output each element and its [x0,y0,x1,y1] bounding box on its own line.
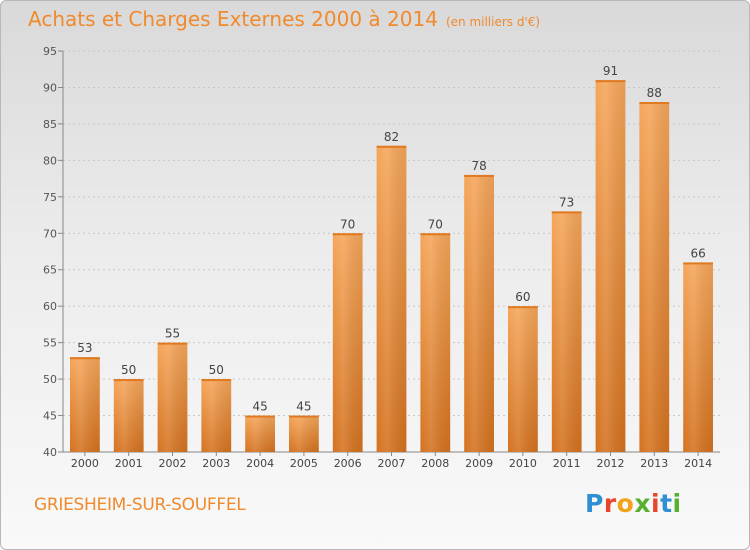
data-label: 91 [603,64,618,78]
y-tick-label: 40 [43,446,57,459]
bar-top-edge [201,379,232,382]
data-label: 45 [296,400,311,414]
x-tick-label: 2011 [553,457,581,470]
x-tick-label: 2010 [509,457,537,470]
bar-top-edge [551,211,582,214]
proxiti-logo: Proxiti [585,489,682,518]
data-label: 70 [340,217,355,231]
y-tick-label: 80 [43,154,57,167]
x-tick-label: 2004 [246,457,274,470]
brand-letter: t [660,489,673,518]
bar-shine [201,379,232,452]
x-tick-label: 2007 [378,457,406,470]
data-label: 45 [252,400,267,414]
y-tick-label: 60 [43,300,57,313]
data-label: 66 [690,246,705,260]
x-tick-label: 2000 [71,457,99,470]
data-label: 88 [647,86,662,100]
y-tick-label: 65 [43,264,57,277]
bar-top-edge [289,415,319,418]
chart-title: Achats et Charges Externes 2000 à 2014 (e… [28,7,540,31]
data-label: 73 [559,195,574,209]
x-tick-label: 2001 [115,457,143,470]
brand-letter: P [585,489,604,518]
y-tick-label: 90 [43,81,57,94]
y-tick-label: 75 [43,191,57,204]
data-label: 50 [121,363,136,377]
bar-shine [157,342,188,452]
bar-top-edge [113,379,144,382]
bar-top-edge [683,262,713,265]
bar-shine [289,415,319,452]
x-tick-label: 2008 [421,457,449,470]
bar-top-edge [245,415,275,418]
bar-shine [595,80,626,452]
data-label: 82 [384,130,399,144]
bar-shine [332,233,363,452]
x-tick-label: 2005 [290,457,318,470]
y-tick-label: 95 [43,45,57,58]
bar-shine [683,262,713,452]
brand-letter: r [603,489,617,518]
bar-top-edge [332,233,363,236]
bar-shine [376,145,407,453]
x-tick-label: 2013 [640,457,668,470]
y-tick-label: 55 [43,337,57,350]
x-tick-label: 2006 [334,457,362,470]
data-label: 55 [165,327,180,341]
y-tick-label: 50 [43,373,57,386]
bar-top-edge [376,145,407,148]
x-tick-label: 2003 [202,457,230,470]
bar-shine [245,415,275,452]
bar-top-edge [464,174,494,177]
y-tick-label: 45 [43,410,57,423]
bar-top-edge [420,233,451,236]
bar-top-edge [595,80,626,83]
bar-top-edge [508,306,538,309]
chart-subtitle: (en milliers d'€) [445,15,541,29]
bar-shine [551,211,582,452]
location-name: GRIESHEIM-SUR-SOUFFEL [34,495,246,515]
chart-title-text: Achats et Charges Externes 2000 à 2014 [28,7,438,31]
x-tick-label: 2012 [597,457,625,470]
brand-letter: i [651,489,661,518]
x-tick-label: 2002 [159,457,187,470]
bar-shine [420,233,451,452]
brand-letter: x [634,489,651,518]
y-tick-label: 85 [43,118,57,131]
data-label: 70 [428,217,443,231]
bar-shine [639,102,670,452]
brand-letter: o [616,489,635,518]
bar-shine [70,357,100,452]
data-label: 78 [471,159,486,173]
bar-shine [464,174,494,453]
data-label: 53 [77,341,92,355]
bar-top-edge [157,342,188,345]
x-tick-label: 2009 [465,457,493,470]
bar-shine [508,306,538,452]
bar-top-edge [70,357,100,360]
brand-letter: i [672,489,682,518]
bar-shine [113,379,144,452]
y-tick-label: 70 [43,227,57,240]
data-label: 60 [515,290,530,304]
bar-top-edge [639,102,670,105]
data-label: 50 [209,363,224,377]
x-tick-label: 2014 [684,457,712,470]
